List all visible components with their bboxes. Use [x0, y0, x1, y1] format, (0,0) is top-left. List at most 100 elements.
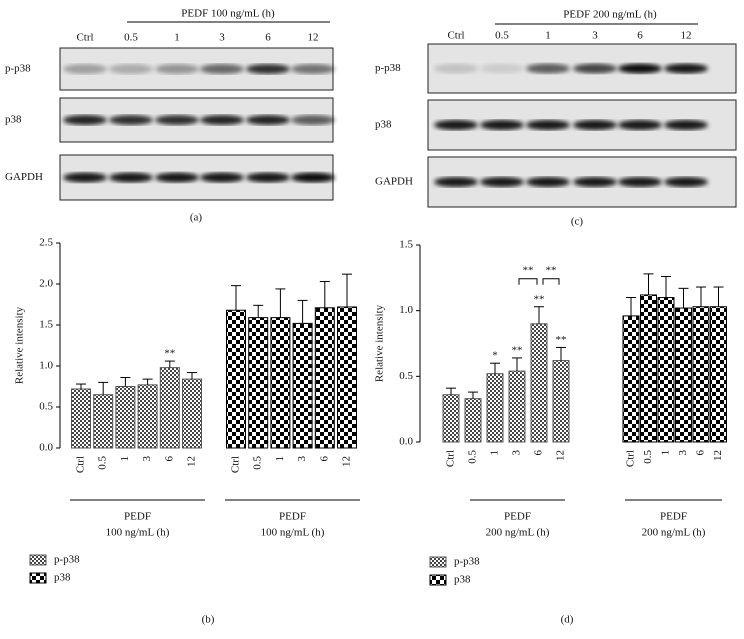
- lane-label: 3: [219, 32, 225, 44]
- bar: [530, 323, 548, 443]
- x-tick-label: 12: [341, 456, 353, 467]
- band: [618, 177, 662, 187]
- band: [664, 120, 708, 130]
- band: [200, 64, 244, 74]
- bar: [657, 297, 675, 443]
- lane-label: 12: [308, 32, 319, 44]
- bar: [508, 370, 526, 443]
- band: [480, 120, 524, 130]
- significance: **: [164, 348, 175, 360]
- bar: [640, 294, 657, 443]
- y-tick-label: 1.5: [39, 319, 53, 331]
- band: [109, 64, 153, 74]
- x-tick-label: Ctrl: [75, 456, 87, 473]
- group-label: 100 ng/mL (h): [261, 527, 325, 539]
- bar: [226, 309, 246, 449]
- row-label: p-p38: [375, 62, 401, 74]
- band: [618, 63, 662, 74]
- y-tick-label: 2.0: [39, 278, 53, 290]
- legend-label: p-p38: [454, 556, 480, 568]
- band: [246, 115, 290, 125]
- band: [155, 172, 199, 183]
- bar: [692, 306, 710, 443]
- bracket-label: **: [546, 264, 557, 276]
- bar: [182, 378, 202, 449]
- bracket: [518, 278, 538, 285]
- lane-label: 12: [681, 30, 692, 42]
- significance: **: [534, 293, 545, 305]
- band: [526, 177, 570, 187]
- bar: [675, 307, 692, 443]
- bar: [622, 315, 640, 443]
- group-label: PEDF: [660, 511, 687, 523]
- legend-label: p-p38: [54, 554, 80, 566]
- x-tick-label: 1: [119, 456, 131, 462]
- band: [155, 115, 199, 125]
- x-tick-label: 1: [274, 456, 286, 462]
- band: [480, 177, 524, 187]
- group-label: 100 ng/mL (h): [106, 527, 170, 539]
- significance: **: [556, 334, 567, 346]
- x-tick-label: 12: [186, 456, 198, 467]
- lane-label: 1: [174, 32, 180, 44]
- bar: [464, 398, 482, 443]
- lane-label: 3: [592, 30, 598, 42]
- y-tick-label: 0.0: [39, 442, 53, 454]
- lane-label: 6: [637, 30, 643, 42]
- band: [109, 172, 153, 183]
- x-tick-label: 1: [489, 450, 501, 456]
- legend-label: p38: [454, 574, 471, 586]
- y-tick-label: 1.0: [39, 360, 53, 372]
- x-tick-label: Ctrl: [445, 450, 457, 467]
- legend-label: p38: [54, 572, 71, 584]
- group-label: 200 ng/mL (h): [486, 527, 550, 539]
- bracket-label: **: [523, 264, 534, 276]
- band: [200, 172, 244, 183]
- bar: [270, 317, 291, 449]
- x-tick-label: 3: [141, 456, 153, 462]
- x-tick-label: 3: [296, 456, 308, 462]
- group-label: 200 ng/mL (h): [642, 527, 706, 539]
- band: [246, 64, 290, 74]
- panel-label: (c): [571, 216, 584, 228]
- x-tick-label: 0.5: [252, 456, 264, 470]
- bar: [115, 386, 136, 449]
- band: [573, 120, 617, 130]
- x-tick-label: 0.5: [467, 450, 479, 464]
- y-tick-label: 1.5: [399, 239, 413, 251]
- row-label: GAPDH: [375, 176, 413, 188]
- bar: [314, 307, 335, 449]
- x-tick-label: 3: [511, 450, 523, 456]
- band: [200, 115, 244, 125]
- y-tick-label: 0.5: [399, 370, 413, 382]
- blot-header: PEDF 200 ng/mL (h): [563, 9, 657, 21]
- x-tick-label: 0.5: [642, 450, 654, 464]
- significance: *: [492, 350, 498, 362]
- bar: [248, 317, 269, 449]
- x-tick-label: 6: [695, 450, 707, 456]
- band: [434, 120, 478, 130]
- legend-swatch: [29, 554, 47, 566]
- legend-swatch: [429, 574, 447, 586]
- y-tick-label: 1.0: [399, 304, 413, 316]
- row-label: p-p38: [5, 63, 31, 75]
- band: [246, 172, 290, 183]
- bar: [337, 306, 357, 449]
- bar: [137, 384, 158, 449]
- band: [63, 115, 107, 125]
- band: [63, 64, 107, 74]
- band: [109, 115, 153, 125]
- lane-label: 6: [265, 32, 271, 44]
- band: [63, 172, 107, 183]
- band: [480, 63, 524, 74]
- y-tick-label: 0.5: [39, 401, 53, 413]
- lane-label: Ctrl: [447, 30, 464, 42]
- band: [291, 115, 335, 125]
- lane-label: 0.5: [495, 30, 509, 42]
- x-tick-label: 12: [555, 450, 567, 461]
- x-tick-label: 1: [660, 450, 672, 456]
- group-label: PEDF: [504, 511, 531, 523]
- lane-label: 1: [545, 30, 551, 42]
- band: [573, 177, 617, 187]
- blot-header: PEDF 100 ng/mL (h): [181, 8, 275, 20]
